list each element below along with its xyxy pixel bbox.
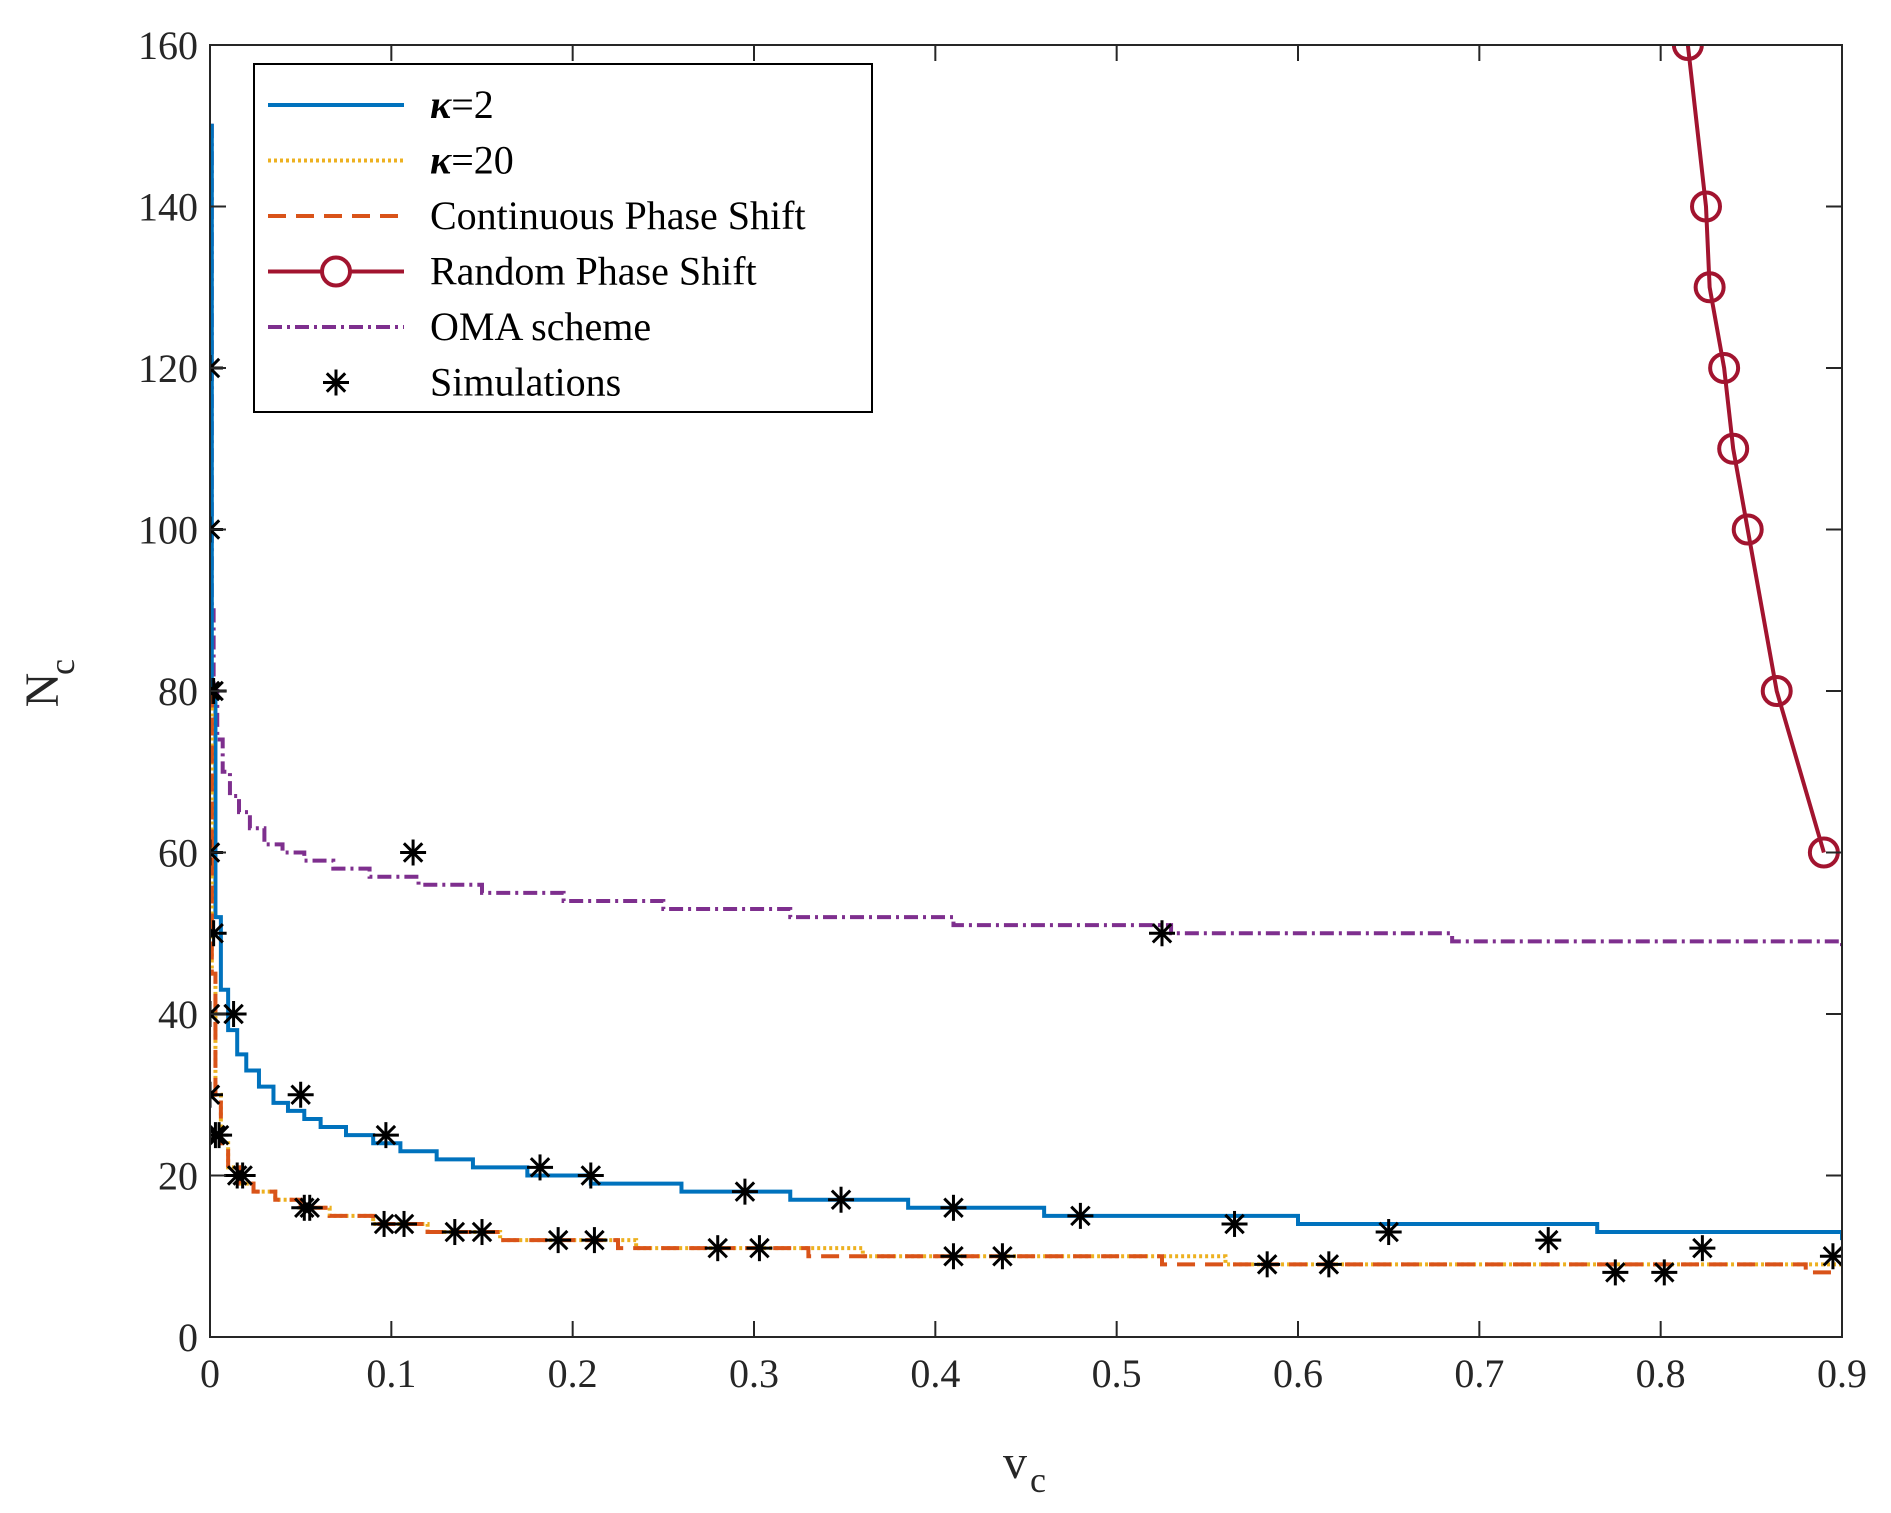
x-axis-label: v c <box>1003 1436 1046 1500</box>
x-tick-label: 0.6 <box>1273 1351 1323 1396</box>
y-tick-label: 20 <box>158 1154 198 1199</box>
simulation-point <box>400 839 427 866</box>
random-phase-point <box>1760 675 1793 707</box>
y-tick-label: 40 <box>158 992 198 1037</box>
y-tick-label: 80 <box>158 669 198 714</box>
legend-entry-random: Random Phase Shift <box>268 249 757 294</box>
series-layer <box>210 45 1842 1286</box>
legend-entry-oma: OMA scheme <box>268 304 651 349</box>
simulation-point <box>210 1081 223 1108</box>
y-axis-label-sub: c <box>42 659 82 675</box>
legend-label: OMA scheme <box>430 304 651 349</box>
simulation-point <box>296 1194 323 1221</box>
legend-label: Continuous Phase Shift <box>430 193 806 238</box>
simulation-point <box>1375 1219 1402 1246</box>
legend-label: Random Phase Shift <box>430 249 757 294</box>
legend-entry-kappa2: κ=2 <box>268 82 494 127</box>
series-oma <box>210 123 1842 950</box>
simulation-point <box>746 1235 773 1262</box>
x-tick-label: 0.4 <box>910 1351 960 1396</box>
simulation-point <box>577 1162 604 1189</box>
simulation-point <box>581 1227 608 1254</box>
x-tick-label: 0.9 <box>1817 1351 1867 1396</box>
x-axis-label-main: v <box>1003 1436 1027 1489</box>
legend: κ=2 κ=20 Continuous Phase Shift Random Phas… <box>253 63 873 413</box>
random-phase-point <box>1671 45 1704 61</box>
tick-labels-layer: 0 0.1 0.2 0.3 0.4 0.5 0.6 0.7 0.8 0.9 0 20 40 60 80 100… <box>138 23 1867 1396</box>
simulation-point <box>372 1122 399 1149</box>
simulation-point <box>828 1186 855 1213</box>
x-tick-label: 0.5 <box>1092 1351 1142 1396</box>
legend-label: Simulations <box>430 360 621 405</box>
y-tick-label: 100 <box>138 508 198 553</box>
y-axis-label: N c <box>16 659 82 707</box>
simulation-point <box>469 1219 495 1246</box>
simulation-point <box>229 1162 256 1189</box>
simulation-point <box>940 1243 967 1270</box>
y-tick-label: 140 <box>138 185 198 230</box>
x-tick-label: 0.7 <box>1454 1351 1504 1396</box>
x-tick-label: 0 <box>200 1351 220 1396</box>
simulation-point <box>704 1235 731 1262</box>
y-tick-label: 160 <box>138 23 198 68</box>
ticks-layer <box>209 44 1843 1338</box>
simulation-point <box>1689 1235 1716 1262</box>
simulation-point <box>1067 1202 1094 1229</box>
x-tick-label: 0.1 <box>366 1351 416 1396</box>
simulation-point <box>210 920 227 947</box>
random-phase-point <box>1708 352 1741 384</box>
simulation-point <box>1149 920 1175 947</box>
y-tick-label: 0 <box>178 1315 198 1360</box>
y-axis-label-main: N <box>16 673 69 708</box>
legend-box <box>253 63 873 413</box>
simulation-point <box>1535 1227 1562 1254</box>
simulation-point <box>731 1178 758 1205</box>
simulation-point <box>545 1227 572 1254</box>
x-tick-label: 0.2 <box>548 1351 598 1396</box>
random-phase-point <box>1717 432 1750 465</box>
simulation-point <box>1602 1259 1629 1286</box>
random-phase-point <box>1731 513 1764 546</box>
simulation-point <box>391 1210 418 1237</box>
legend-entry-sim: Simulations <box>323 360 621 405</box>
simulation-point <box>287 1081 314 1108</box>
legend-label: κ=2 <box>430 82 494 127</box>
random-phase-point <box>1690 190 1722 223</box>
simulation-point <box>210 1122 233 1149</box>
simulation-point <box>940 1194 967 1221</box>
x-axis-label-sub: c <box>1030 1460 1046 1500</box>
legend-entry-continuous: Continuous Phase Shift <box>268 193 806 238</box>
legend-entry-kappa20: κ=20 <box>268 138 514 183</box>
simulation-point <box>1651 1259 1678 1286</box>
simulation-point <box>1254 1251 1281 1278</box>
simulation-point <box>989 1243 1016 1270</box>
random-phase-point <box>1693 271 1726 304</box>
simulation-point <box>527 1154 554 1181</box>
simulation-point <box>441 1219 468 1246</box>
y-tick-label: 120 <box>138 346 198 391</box>
simulation-point <box>1315 1251 1342 1278</box>
x-tick-label: 0.8 <box>1636 1351 1686 1396</box>
legend-label: κ=20 <box>430 138 514 183</box>
simulation-point <box>1221 1210 1248 1237</box>
x-tick-label: 0.3 <box>729 1351 779 1396</box>
y-tick-label: 60 <box>158 831 198 876</box>
